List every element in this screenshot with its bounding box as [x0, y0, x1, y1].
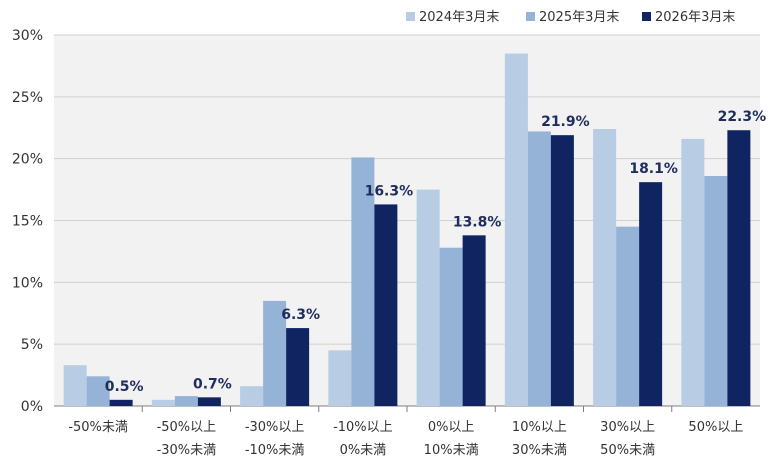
- bar: [416, 189, 440, 406]
- bar: [351, 157, 375, 406]
- x-tick-label: -10%以上: [333, 420, 393, 435]
- legend-label: 2025年3月末: [539, 10, 619, 25]
- y-axis-ticks: 0% 5% 10% 15% 20% 25% 30%: [12, 28, 43, 415]
- x-tick-label: -50%未満: [68, 420, 128, 435]
- y-tick-label: 15%: [12, 214, 43, 230]
- x-tick-label: 50%以上: [688, 420, 743, 435]
- data-label: 0.5%: [105, 379, 144, 395]
- bar: [593, 128, 617, 406]
- bar: [240, 386, 264, 406]
- data-label: 0.7%: [193, 376, 232, 392]
- data-label: 18.1%: [629, 161, 678, 177]
- x-tick-label: -30%未満: [157, 443, 217, 458]
- bar: [174, 396, 198, 406]
- bar: [86, 376, 110, 406]
- bar: [151, 399, 175, 406]
- y-tick-label: 10%: [12, 275, 43, 291]
- data-labels: 0.5% 0.7% 6.3% 16.3% 13.8% 21.9% 18.1% 22.3%: [105, 109, 766, 395]
- bar: [263, 300, 287, 406]
- bar: [197, 397, 221, 406]
- y-tick-label: 20%: [12, 152, 43, 168]
- x-tick-label: 10%未満: [424, 443, 479, 458]
- data-label: 21.9%: [541, 114, 590, 130]
- bar: [727, 130, 751, 406]
- x-tick-label: 0%未満: [340, 443, 387, 458]
- y-tick-label: 25%: [12, 90, 43, 106]
- bar: [639, 182, 663, 406]
- legend-swatch: [406, 12, 415, 21]
- bar: [439, 247, 463, 406]
- bar: [681, 138, 705, 406]
- bar: [286, 328, 310, 406]
- bar: [109, 399, 133, 406]
- bar: [550, 135, 574, 407]
- bar: [527, 131, 551, 406]
- bar: [616, 226, 640, 406]
- bar: [462, 235, 486, 406]
- x-tick-label: -10%未満: [245, 443, 305, 458]
- legend: 2024年3月末 2025年3月末 2026年3月末: [406, 10, 735, 25]
- x-tick-label: -50%以上: [157, 420, 217, 435]
- data-label: 22.3%: [718, 109, 767, 125]
- x-tick-label: 30%以上: [600, 420, 655, 435]
- bars: [63, 53, 751, 407]
- x-tick-label: 30%未満: [512, 443, 567, 458]
- legend-label: 2024年3月末: [419, 10, 499, 25]
- x-tick-label: 10%以上: [512, 420, 567, 435]
- x-tick-label: 50%未満: [600, 443, 655, 458]
- y-tick-label: 30%: [12, 28, 43, 44]
- legend-label: 2026年3月末: [655, 10, 735, 25]
- y-tick-label: 5%: [21, 337, 43, 353]
- x-tick-label: 0%以上: [428, 420, 475, 435]
- bar: [374, 204, 398, 406]
- bar: [328, 350, 352, 406]
- bar: [504, 53, 528, 407]
- bar: [704, 175, 728, 406]
- legend-swatch: [526, 12, 535, 21]
- data-label: 13.8%: [453, 214, 502, 230]
- x-axis-ticks: -50%未満 -50%以上 -30%未満 -30%以上 -10%未満 -10%以上 0%未満…: [68, 406, 743, 458]
- bar: [63, 365, 87, 406]
- x-tick-label: -30%以上: [245, 420, 305, 435]
- data-label: 6.3%: [281, 307, 320, 323]
- data-label: 16.3%: [365, 183, 414, 199]
- y-tick-label: 0%: [21, 399, 43, 415]
- legend-swatch: [642, 12, 651, 21]
